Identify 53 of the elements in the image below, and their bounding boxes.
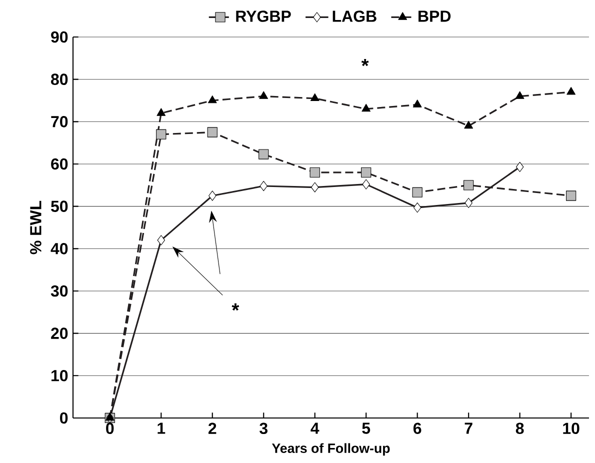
x-tick-label: 1: [158, 422, 166, 434]
point: [361, 167, 372, 178]
annotation: *: [361, 58, 369, 66]
point: [566, 86, 576, 95]
point: [412, 100, 422, 108]
x-tick-label: 10: [563, 422, 580, 434]
y-tick-label: 60: [51, 158, 68, 170]
point: [362, 104, 371, 112]
y-tick-label: 20: [51, 328, 68, 339]
y-tick-label: 10: [52, 370, 68, 382]
point: [362, 179, 370, 190]
legend-label: RYGBP: [236, 10, 291, 22]
y-tick-label: 30: [50, 285, 68, 297]
y-tick-label: 80: [51, 74, 68, 85]
y-tick-label: 90: [51, 31, 68, 43]
point: [412, 187, 422, 198]
point: [310, 167, 320, 178]
point: [413, 202, 422, 213]
point: [516, 162, 524, 172]
point: [515, 91, 524, 99]
point: [260, 180, 268, 192]
x-tick-label: 4: [310, 422, 320, 434]
x-tick-label: 3: [260, 422, 268, 434]
point: [566, 190, 576, 201]
point: [464, 180, 474, 190]
point: [464, 198, 472, 208]
point: [156, 108, 166, 116]
annotation: *: [232, 303, 240, 311]
point: [258, 149, 269, 160]
point: [310, 182, 319, 192]
x-axis-title: Years of Follow-up: [272, 443, 390, 456]
y-axis-title: % EWL: [30, 200, 42, 254]
point: [156, 129, 166, 140]
x-tick-label: 7: [464, 422, 472, 434]
point: [464, 120, 474, 129]
legend-label: LAGB: [332, 10, 376, 22]
point: [259, 91, 268, 99]
point: [157, 235, 166, 246]
y-tick-label: 0: [60, 412, 68, 424]
y-tick-label: 50: [51, 200, 68, 212]
x-tick-label: 5: [362, 422, 370, 434]
y-tick-label: 40: [50, 243, 68, 254]
point: [105, 412, 114, 421]
point: [208, 95, 217, 104]
x-tick-label: 8: [516, 422, 524, 434]
point: [208, 190, 216, 201]
point: [207, 127, 218, 138]
legend-label: BPD: [418, 10, 451, 22]
x-tick-label: 0: [106, 422, 114, 434]
x-tick-label: 6: [413, 422, 422, 434]
point: [310, 93, 320, 102]
x-tick-label: 2: [208, 422, 216, 434]
y-tick-label: 70: [51, 116, 68, 128]
